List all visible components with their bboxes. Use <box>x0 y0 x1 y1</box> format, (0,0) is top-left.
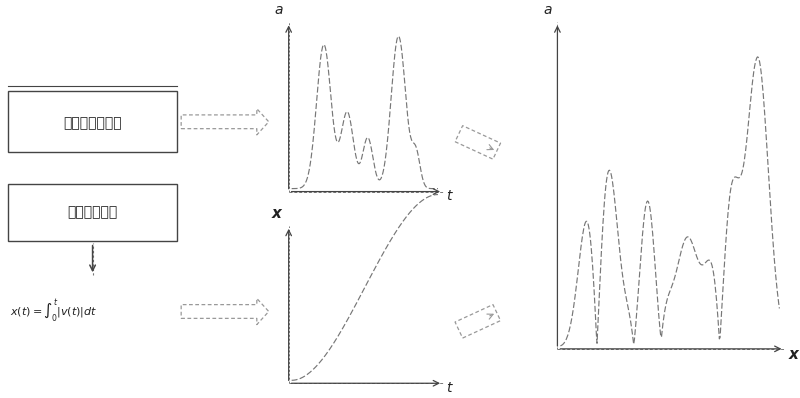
Text: 垂直加速度数据: 垂直加速度数据 <box>63 116 122 130</box>
FancyBboxPatch shape <box>8 91 177 152</box>
Text: t: t <box>446 381 451 395</box>
Text: 行驶速度数据: 行驶速度数据 <box>67 205 118 219</box>
Text: x: x <box>788 347 798 362</box>
Text: a: a <box>543 3 552 17</box>
Text: a: a <box>274 3 283 17</box>
Text: x: x <box>272 206 282 221</box>
Text: t: t <box>446 189 451 203</box>
FancyBboxPatch shape <box>8 184 177 241</box>
Text: $x(t)=\int_0^t|v(t)|dt$: $x(t)=\int_0^t|v(t)|dt$ <box>10 298 98 325</box>
